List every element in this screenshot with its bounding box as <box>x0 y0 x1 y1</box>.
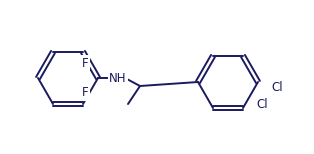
Text: Cl: Cl <box>256 98 268 111</box>
Text: F: F <box>82 57 88 69</box>
Text: NH: NH <box>109 71 127 85</box>
Text: Cl: Cl <box>271 81 283 93</box>
Text: F: F <box>82 87 88 99</box>
